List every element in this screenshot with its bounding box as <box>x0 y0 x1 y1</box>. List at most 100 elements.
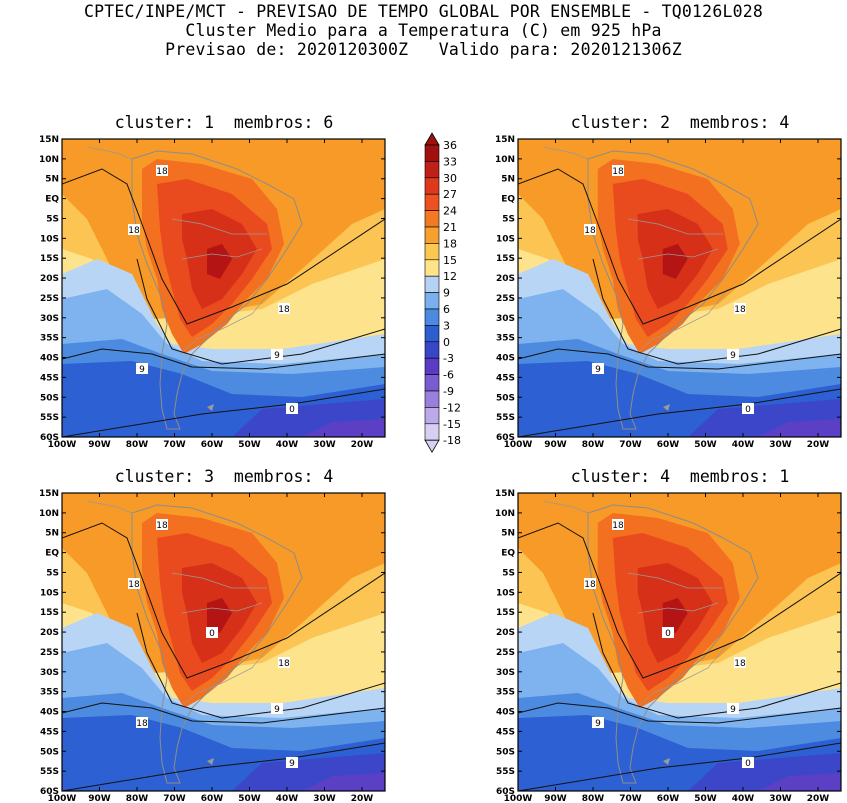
colorbar-swatch-11 <box>424 325 440 343</box>
lat-tick-label: 5N <box>45 175 59 185</box>
warm-core-3 <box>207 244 232 279</box>
lat-tick-label: 5N <box>501 529 515 539</box>
state-border <box>637 602 719 614</box>
lat-tick-label: 50S <box>496 747 515 757</box>
continent-outline <box>587 150 759 430</box>
contour-label-2: 18 <box>734 659 746 669</box>
lon-tick-label: 30W <box>313 794 336 803</box>
contour-label-6: 0 <box>665 629 671 639</box>
colorbar-swatch-4 <box>424 210 440 228</box>
lat-tick-label: 20S <box>496 628 515 638</box>
panel-3-frame <box>61 492 386 792</box>
temperature-band-8 <box>302 419 385 437</box>
lat-tick-label: 15N <box>495 489 515 499</box>
lon-tick-label: 50W <box>238 440 261 450</box>
contour-label-5: 0 <box>289 405 295 415</box>
lat-tick-label: 20S <box>40 628 59 638</box>
contour-line-0 <box>518 168 841 325</box>
country-border <box>635 642 729 709</box>
lat-tick-label: 5N <box>45 529 59 539</box>
state-border <box>171 572 267 589</box>
contour-line-3 <box>518 388 841 437</box>
lat-tick-label: 45S <box>496 727 515 737</box>
colorbar-label-5: 21 <box>443 221 457 234</box>
lat-tick-label: EQ <box>45 549 59 559</box>
colorbar-label-13: -3 <box>443 352 454 365</box>
contour-label-bg-5 <box>286 403 298 414</box>
lat-tick-label: 5N <box>501 175 515 185</box>
lon-tick-label: 40W <box>732 794 755 803</box>
continent-outline <box>587 504 759 784</box>
contour-label-bg-1 <box>584 578 596 589</box>
colorbar-swatch-15 <box>424 390 440 408</box>
colorbar-label-11: 3 <box>443 319 450 332</box>
lat-tick-label: EQ <box>45 195 59 205</box>
colorbar-label-16: -12 <box>443 401 461 414</box>
contour-label-4: 9 <box>730 351 736 361</box>
lat-tick-label: 35S <box>40 688 59 698</box>
lat-tick-label: 45S <box>496 373 515 383</box>
lat-tick-label: 40S <box>40 708 59 718</box>
colorbar-swatch-5 <box>424 226 440 244</box>
temperature-band-8 <box>302 773 385 791</box>
lon-tick-label: 20W <box>807 794 830 803</box>
lon-tick-label: 100W <box>504 794 533 803</box>
lat-tick-label: 25S <box>40 648 59 658</box>
contour-label-bg-3 <box>592 363 604 374</box>
contour-label-1: 18 <box>128 226 140 236</box>
colorbar-top-arrow <box>424 132 440 146</box>
state-border <box>627 572 723 589</box>
panel-1-title: cluster: 1 membros: 6 <box>114 113 334 132</box>
lon-tick-label: 70W <box>619 794 642 803</box>
lon-tick-label: 100W <box>48 440 77 450</box>
contour-label-0: 18 <box>612 521 624 531</box>
lat-tick-label: 45S <box>40 727 59 737</box>
country-border <box>635 288 729 355</box>
colorbar-swatch-17 <box>424 423 440 441</box>
lat-tick-label: 10S <box>496 588 515 598</box>
lat-tick-label: 5S <box>502 568 515 578</box>
contour-label-bg-1 <box>128 578 140 589</box>
lon-tick-label: 60W <box>201 794 224 803</box>
falkland-islands <box>207 758 214 765</box>
panel-3-map: 18 18 18 18 9 9 0 15N 10N 5N EQ 5S 10S 15S 20S 25S 30S 35… <box>39 489 386 803</box>
contour-label-bg-5 <box>286 757 298 768</box>
contour-label-bg-4 <box>727 349 739 360</box>
state-border <box>637 248 719 260</box>
lat-tick-label: 40S <box>496 708 515 718</box>
lat-tick-label: 10N <box>39 155 59 165</box>
colorbar-label-18: -18 <box>443 434 461 447</box>
lon-tick-label: 80W <box>582 440 605 450</box>
lat-tick-label: 5S <box>46 214 59 224</box>
contour-label-3: 9 <box>139 365 145 375</box>
colorbar-swatch-6 <box>424 243 440 261</box>
lat-tick-label: 10S <box>40 234 59 244</box>
lon-tick-label: 60W <box>657 794 680 803</box>
colorbar-bottom-arrow <box>424 439 440 453</box>
colorbar-label-8: 12 <box>443 270 457 283</box>
contour-label-bg-2 <box>734 657 746 668</box>
falkland-islands <box>663 758 670 765</box>
country-border <box>179 642 273 709</box>
colorbar-swatch-1 <box>424 161 440 179</box>
lon-tick-label: 50W <box>694 794 717 803</box>
contour-label-1: 18 <box>584 226 596 236</box>
contour-label-bg-1 <box>128 224 140 235</box>
contour-label-0: 18 <box>156 521 168 531</box>
contour-label-4: 9 <box>730 705 736 715</box>
contour-label-bg-6 <box>662 627 674 638</box>
contour-line-3 <box>518 742 841 791</box>
contour-label-3: 9 <box>595 365 601 375</box>
lon-tick-label: 100W <box>48 794 77 803</box>
contour-label-bg-3 <box>136 363 148 374</box>
contour-label-2: 18 <box>278 659 290 669</box>
lon-tick-label: 30W <box>313 440 336 450</box>
contour-label-0: 18 <box>612 167 624 177</box>
lat-tick-label: 15N <box>39 489 59 499</box>
contour-label-4: 9 <box>274 705 280 715</box>
lon-tick-label: 60W <box>201 440 224 450</box>
falkland-islands <box>207 404 214 411</box>
colorbar-label-15: -9 <box>443 385 454 398</box>
colorbar-label-17: -15 <box>443 418 461 431</box>
warm-core-3 <box>662 598 688 633</box>
